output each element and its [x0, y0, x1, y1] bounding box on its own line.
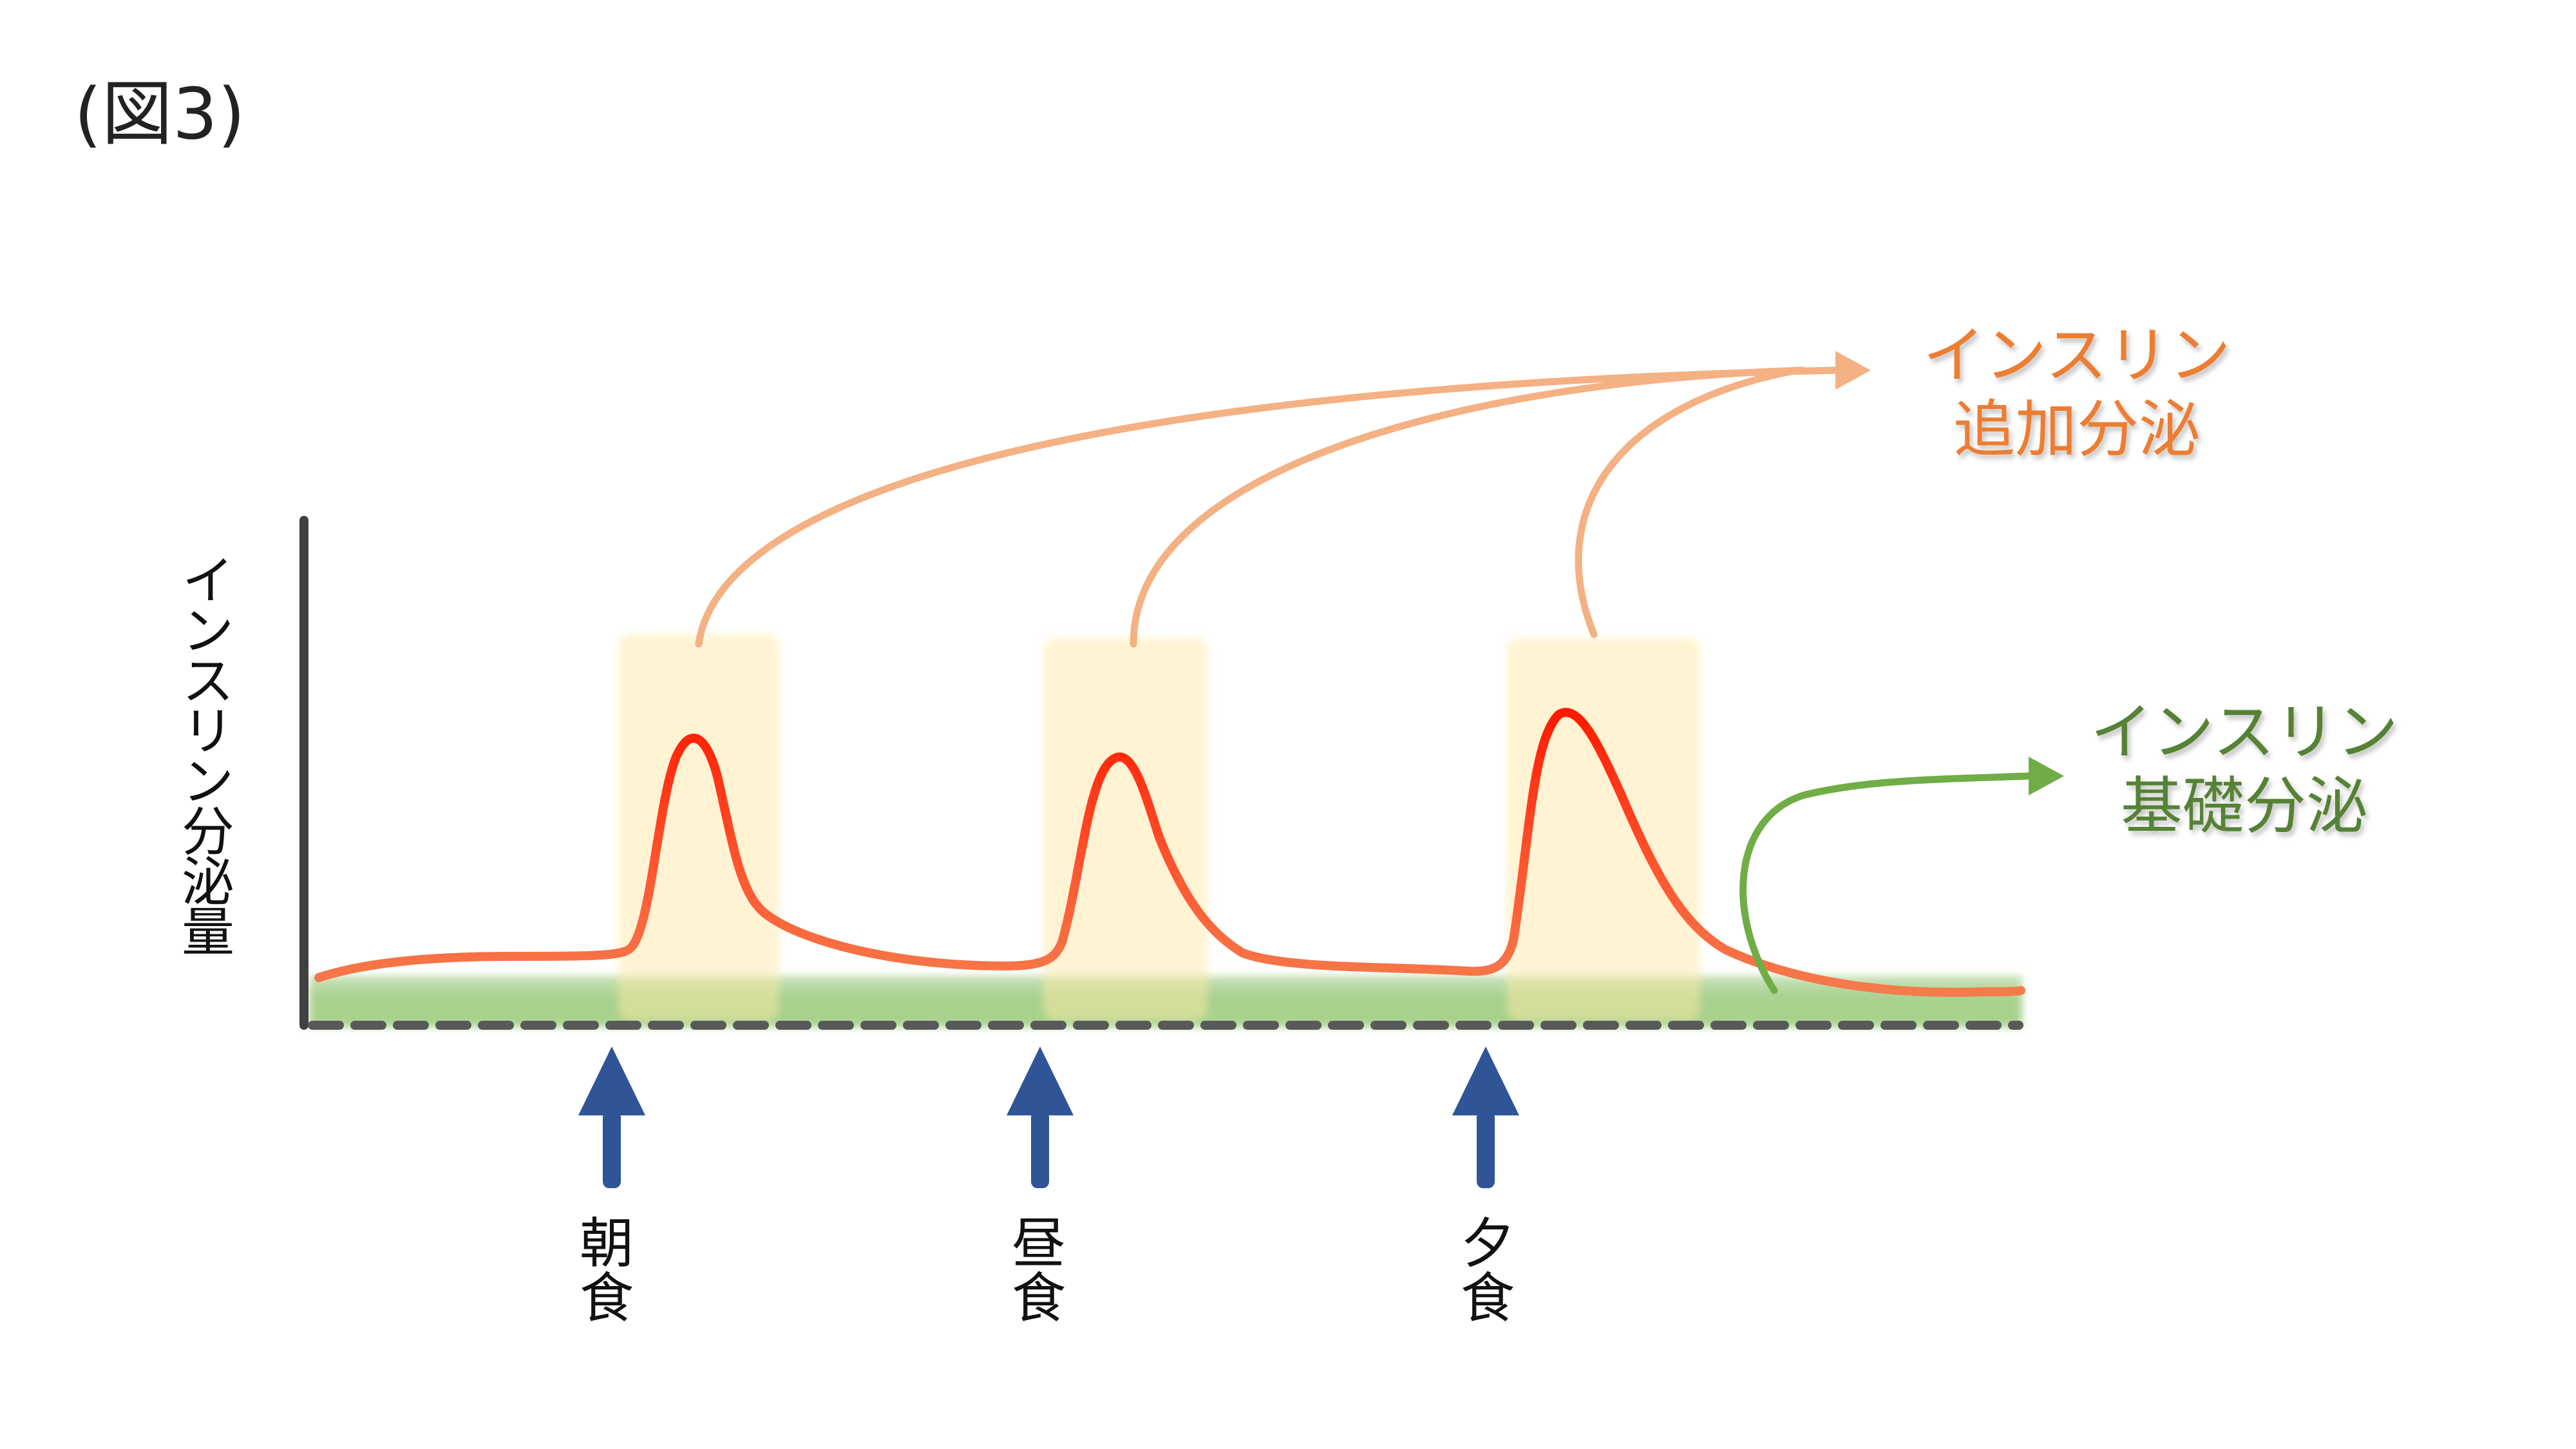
- dinner-label-char2: 食: [1461, 1267, 1515, 1330]
- basal-arrow: [1739, 772, 2032, 994]
- bolus-label: インスリン 追加分泌: [1923, 319, 2231, 466]
- insulin-secretion-curve: [314, 708, 2025, 997]
- meal-arrows: [578, 1046, 1519, 1188]
- y-axis-label: インスリン分泌量: [173, 553, 234, 954]
- lunch-highlight: [1043, 638, 1208, 1021]
- basal-label-line1: インスリン: [2090, 696, 2398, 768]
- bolus-arrow-lunch: [1130, 366, 1807, 648]
- bolus-arrowhead: [1835, 351, 1871, 390]
- dinner-highlight: [1507, 638, 1700, 1021]
- breakfast-highlight: [618, 634, 779, 1021]
- bolus-arrow-breakfast: [695, 366, 1839, 648]
- lunch-label-char2: 食: [1012, 1267, 1066, 1330]
- basal-label-line2: 基礎分泌: [2121, 770, 2368, 842]
- bolus-arrows: [695, 366, 1839, 648]
- dinner-arrow: [1452, 1046, 1519, 1188]
- meal-highlights: [618, 634, 1700, 1021]
- meal-labels: 朝 食 昼 食 夕 食: [580, 1212, 1515, 1330]
- lunch-arrow: [1007, 1046, 1074, 1188]
- figure-label: (図3): [74, 73, 245, 155]
- bolus-label-line1: インスリン: [1923, 319, 2231, 392]
- bolus-label-line2: 追加分泌: [1953, 393, 2201, 466]
- lunch-label-char1: 昼: [1012, 1212, 1066, 1275]
- breakfast-label-char2: 食: [580, 1267, 634, 1330]
- basal-label: インスリン 基礎分泌: [2090, 696, 2398, 842]
- dinner-label-char1: 夕: [1461, 1212, 1515, 1275]
- bolus-arrow-dinner: [1575, 366, 1801, 638]
- basal-arrowhead: [2029, 757, 2064, 795]
- breakfast-arrow: [578, 1046, 645, 1188]
- breakfast-label-char1: 朝: [580, 1212, 634, 1275]
